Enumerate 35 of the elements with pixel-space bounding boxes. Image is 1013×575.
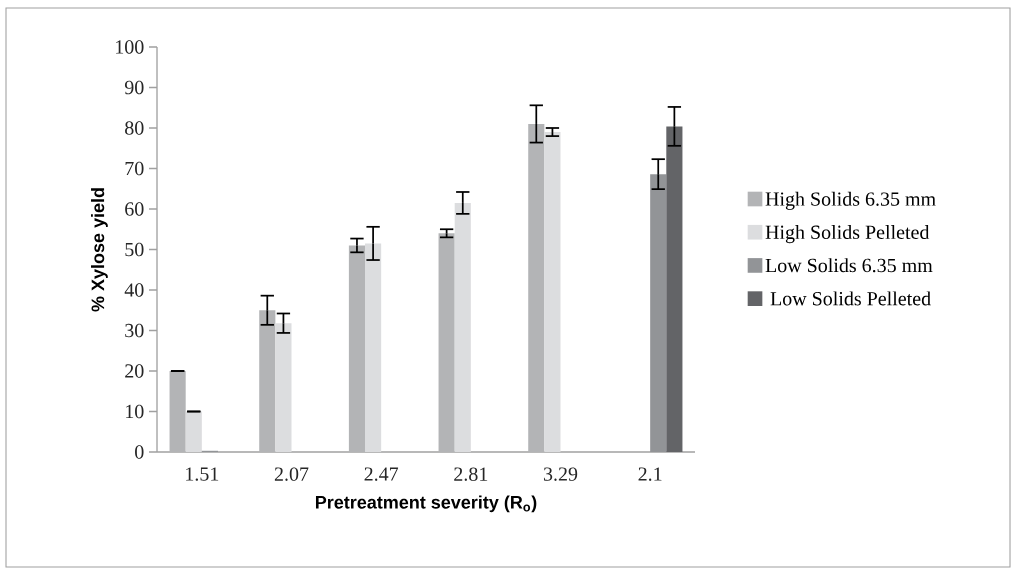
- bar: [365, 243, 382, 452]
- bar: [169, 371, 186, 452]
- y-tick-label: 0: [135, 445, 144, 459]
- x-tick-label: 2.47: [364, 467, 399, 481]
- x-tick-label: 2.1: [638, 467, 662, 481]
- y-tick-label: 10: [126, 404, 144, 419]
- bar: [438, 233, 455, 452]
- bar: [650, 174, 667, 452]
- legend-label: Low Solids 6.35 mm: [765, 258, 933, 273]
- x-tick-label: 3.29: [543, 467, 578, 481]
- y-tick-label: 30: [125, 323, 144, 338]
- bar: [259, 310, 276, 452]
- y-tick-label: 90: [124, 80, 144, 95]
- legend-label: High Solids Pelleted: [765, 224, 930, 244]
- x-tick-label: 2.07: [274, 467, 309, 481]
- y-tick-label: 70: [125, 161, 144, 176]
- x-tick-label: 1.51: [186, 467, 219, 481]
- y-tick-label: 60: [125, 202, 144, 216]
- y-tick-label: 100: [116, 40, 144, 54]
- y-tick-label: 80: [125, 121, 144, 135]
- legend-label: Low Solids Pelleted: [770, 291, 931, 306]
- x-axis-title: Pretreatment severity (R$_{o}$): [315, 495, 537, 513]
- y-tick-label: 20: [125, 364, 144, 378]
- x-tick-label: 2.81: [454, 467, 488, 481]
- bar: [185, 411, 202, 452]
- bar: [666, 126, 683, 452]
- bar: [454, 202, 471, 452]
- bar: [275, 323, 292, 452]
- bar: [348, 245, 366, 452]
- y-axis-title: % Xylose yield: [91, 188, 108, 312]
- bar: [544, 132, 561, 452]
- bar: [528, 123, 545, 452]
- legend-label: High Solids 6.35 mm: [765, 191, 936, 210]
- y-tick-label: 50: [125, 242, 144, 257]
- y-tick-label: 40: [124, 283, 144, 297]
